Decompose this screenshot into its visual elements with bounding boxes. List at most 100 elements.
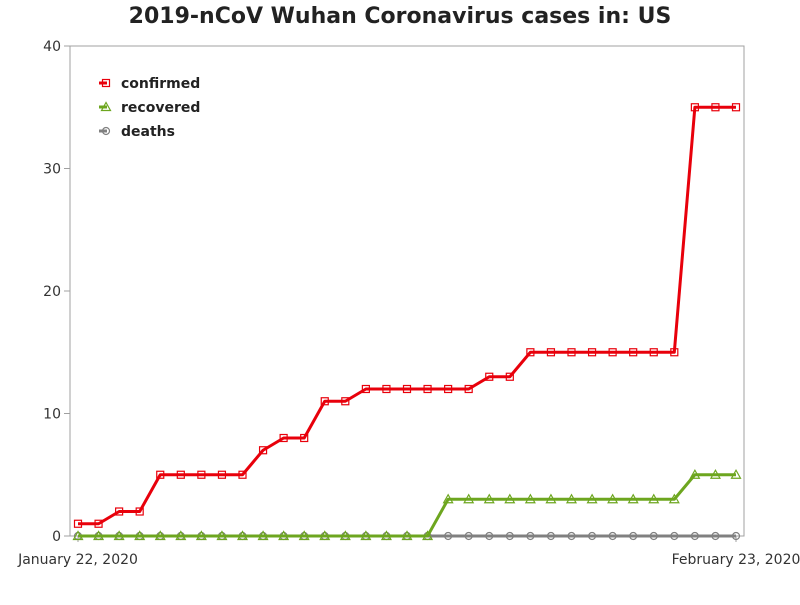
- legend: confirmed recovered deaths: [99, 76, 200, 140]
- data-point-confirmed: [94, 519, 103, 528]
- data-point-deaths: [464, 531, 473, 541]
- data-point-recovered: [236, 530, 249, 541]
- data-point-confirmed: [526, 348, 535, 357]
- legend-label-recovered: recovered: [121, 100, 200, 116]
- series-confirmed: [73, 103, 741, 528]
- data-point-confirmed: [587, 348, 597, 357]
- legend-marker-deaths: [101, 126, 111, 136]
- data-point-deaths: [690, 531, 699, 541]
- data-point-recovered: [216, 530, 228, 541]
- data-point-recovered: [298, 530, 310, 541]
- data-point-recovered: [175, 530, 187, 541]
- data-point-confirmed: [485, 372, 494, 381]
- data-point-confirmed: [423, 384, 432, 394]
- data-point-confirmed: [731, 103, 741, 112]
- data-point-confirmed: [505, 372, 514, 381]
- data-point-recovered: [442, 493, 454, 504]
- legend-item-confirmed: confirmed: [99, 76, 200, 92]
- data-point-confirmed: [444, 384, 453, 394]
- data-point-recovered: [689, 469, 701, 479]
- data-point-recovered: [730, 469, 742, 479]
- data-point-confirmed: [567, 348, 576, 357]
- data-point-recovered: [607, 493, 619, 504]
- data-point-recovered: [319, 530, 331, 541]
- data-point-recovered: [483, 493, 495, 504]
- data-point-confirmed: [217, 470, 227, 479]
- data-point-confirmed: [300, 433, 309, 443]
- data-point-confirmed: [464, 384, 473, 394]
- data-point-confirmed: [649, 348, 658, 357]
- data-point-deaths: [444, 531, 453, 541]
- legend-marker-recovered: [100, 101, 112, 112]
- data-point-deaths: [587, 531, 597, 541]
- data-point-confirmed: [608, 348, 617, 357]
- data-point-confirmed: [73, 519, 83, 528]
- data-point-recovered: [504, 493, 516, 504]
- data-point-deaths: [505, 531, 514, 541]
- data-point-deaths: [546, 531, 556, 541]
- data-point-deaths: [670, 531, 679, 541]
- plot-area: [69, 45, 745, 537]
- data-point-recovered: [154, 530, 166, 541]
- series-line-recovered: [78, 473, 736, 538]
- data-point-deaths: [731, 531, 741, 541]
- data-point-recovered: [524, 493, 536, 504]
- data-point-confirmed: [197, 470, 206, 479]
- data-point-recovered: [380, 530, 392, 541]
- data-point-recovered: [257, 530, 269, 541]
- data-point-recovered: [113, 530, 125, 541]
- data-point-confirmed: [115, 507, 124, 516]
- x-tick-label: February 23, 2020: [672, 552, 800, 568]
- x-tick-label: January 22, 2020: [17, 552, 138, 568]
- data-point-confirmed: [670, 348, 679, 357]
- chart-title: 2019-nCoV Wuhan Coronavirus cases in: US: [128, 4, 672, 29]
- data-point-confirmed: [546, 348, 556, 357]
- y-tick-label: 20: [43, 284, 61, 300]
- data-point-confirmed: [690, 103, 699, 112]
- data-point-recovered: [93, 530, 105, 541]
- data-point-recovered: [134, 530, 146, 541]
- legend-item-deaths: deaths: [99, 124, 175, 140]
- data-point-deaths: [649, 531, 658, 541]
- data-point-confirmed: [258, 446, 268, 455]
- data-point-confirmed: [320, 397, 329, 406]
- series-layer: [72, 103, 742, 541]
- data-point-confirmed: [629, 348, 638, 357]
- legend-label-confirmed: confirmed: [121, 76, 200, 92]
- y-tick-label: 10: [43, 407, 61, 423]
- data-point-confirmed: [238, 470, 247, 479]
- data-point-recovered: [565, 493, 578, 504]
- data-point-recovered: [463, 493, 475, 504]
- data-point-deaths: [711, 531, 720, 541]
- x-axis: January 22, 2020 February 23, 2020: [17, 536, 800, 568]
- series-line-confirmed: [78, 105, 736, 526]
- y-tick-label: 30: [43, 162, 61, 178]
- legend-label-deaths: deaths: [121, 124, 175, 140]
- data-point-recovered: [709, 469, 721, 479]
- y-tick-label: 0: [52, 529, 61, 545]
- y-axis: 0 10 20 30 40: [43, 39, 70, 545]
- data-point-recovered: [195, 530, 207, 541]
- data-point-confirmed: [135, 507, 144, 516]
- legend-item-recovered: recovered: [99, 100, 200, 116]
- data-point-recovered: [422, 530, 434, 541]
- data-point-confirmed: [341, 397, 350, 406]
- data-point-recovered: [586, 493, 598, 504]
- data-point-confirmed: [382, 384, 391, 394]
- data-point-recovered: [339, 530, 351, 541]
- legend-marker-confirmed: [101, 78, 111, 88]
- series-recovered: [72, 469, 742, 541]
- data-point-confirmed: [361, 384, 370, 394]
- data-point-deaths: [608, 531, 617, 541]
- data-point-recovered: [668, 493, 680, 504]
- data-point-recovered: [72, 530, 84, 541]
- data-point-confirmed: [279, 433, 288, 443]
- data-point-recovered: [278, 530, 290, 541]
- data-point-recovered: [401, 530, 413, 541]
- data-point-recovered: [648, 493, 660, 504]
- data-point-confirmed: [176, 470, 185, 479]
- data-point-confirmed: [711, 103, 720, 112]
- y-tick-label: 40: [43, 39, 61, 55]
- data-point-recovered: [627, 493, 639, 504]
